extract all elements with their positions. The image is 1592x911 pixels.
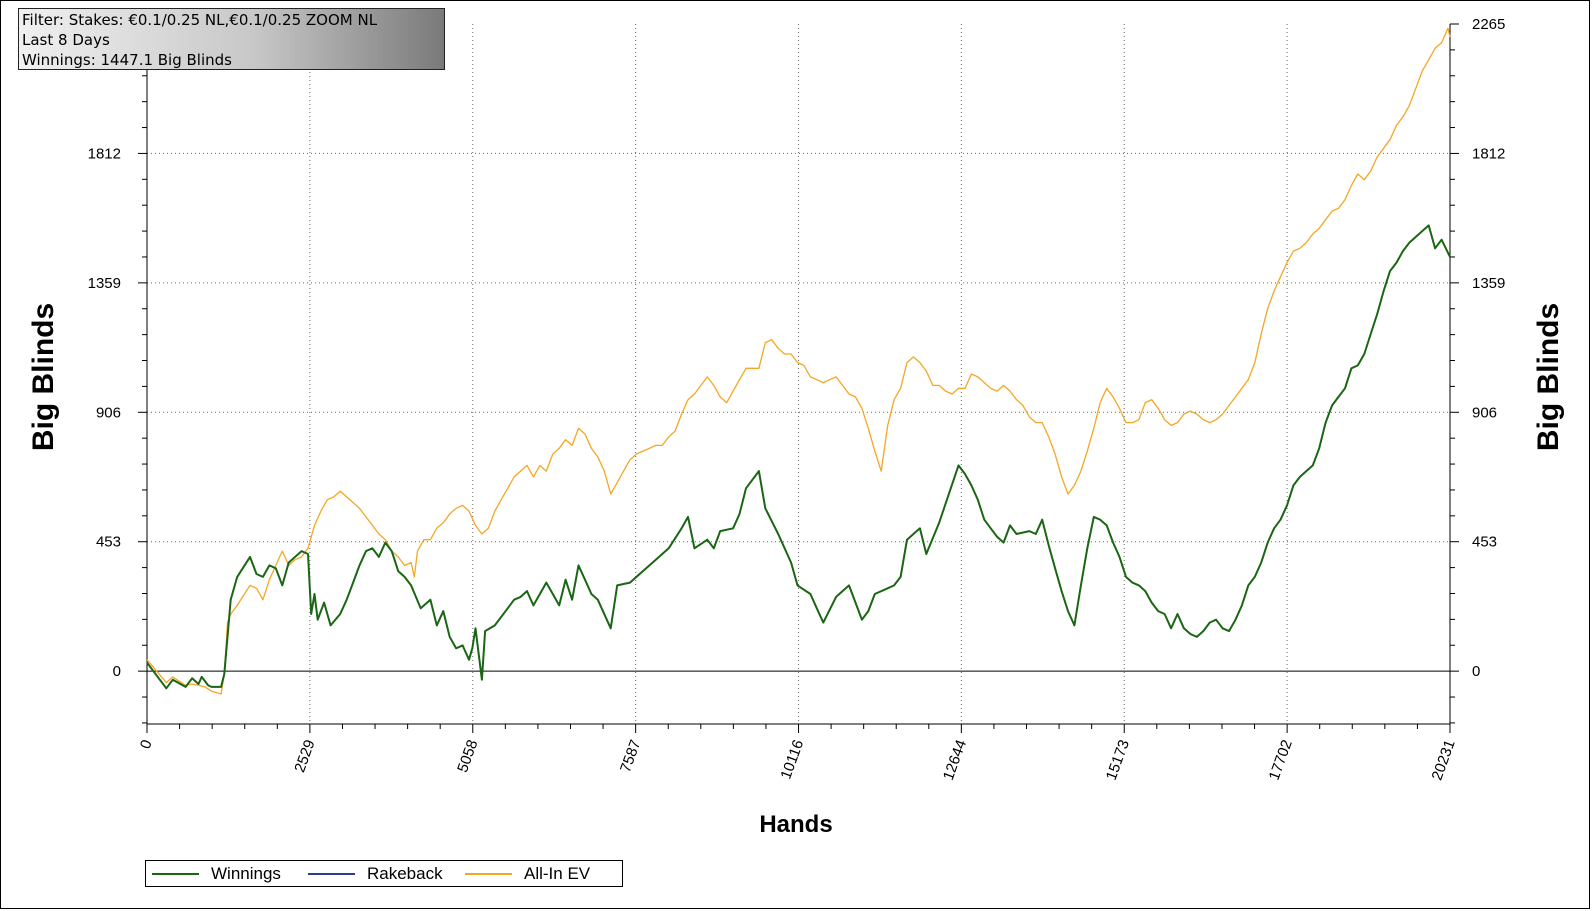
y-axis-title-right: Big Blinds — [1532, 303, 1565, 451]
x-tick-label: 2529 — [291, 738, 318, 775]
legend-item-winnings: Winnings — [152, 863, 281, 885]
legend-label-allin-ev: All-In EV — [524, 864, 591, 883]
x-tick-label: 0 — [137, 738, 156, 752]
x-tick-label: 12644 — [940, 738, 970, 783]
y-tick-label-left: 1359 — [88, 275, 121, 292]
chart-legend: Winnings Rakeback All-In EV — [145, 860, 623, 887]
series-line-all-in-ev — [146, 27, 1451, 695]
series-line-winnings — [146, 224, 1451, 690]
y-tick-label-left: 453 — [96, 534, 121, 551]
y-axis-title-left: Big Blinds — [27, 303, 60, 451]
legend-item-rakeback: Rakeback — [308, 863, 443, 885]
x-tick-label: 7587 — [617, 738, 644, 775]
series-layer — [146, 27, 1451, 695]
filter-text: Filter: Stakes: €0.1/0.25 NL,€0.1/0.25 Z… — [22, 11, 378, 29]
y-tick-label-right: 2265 — [1472, 16, 1505, 33]
y-tick-label-left: 906 — [96, 404, 121, 421]
x-tick-label: 10116 — [777, 738, 807, 782]
x-tick-label: 20231 — [1429, 738, 1459, 783]
period-text: Last 8 Days — [22, 31, 110, 49]
grid-layer — [147, 24, 1451, 724]
y-tick-label-right: 906 — [1472, 404, 1497, 421]
x-tick-label: 17702 — [1266, 738, 1296, 783]
y-tick-label-right: 1359 — [1472, 275, 1505, 292]
y-tick-label-left: 1812 — [88, 145, 121, 162]
y-tick-label-right: 453 — [1472, 534, 1497, 551]
y-tick-label-right: 0 — [1472, 663, 1480, 680]
legend-swatch-allin-ev — [465, 873, 512, 875]
y-tick-label-left: 0 — [113, 663, 121, 680]
legend-label-winnings: Winnings — [211, 864, 281, 883]
winnings-total-text: Winnings: 1447.1 Big Blinds — [22, 51, 232, 69]
legend-label-rakeback: Rakeback — [367, 864, 443, 883]
legend-item-allin-ev: All-In EV — [465, 863, 590, 885]
filter-info-box: Filter: Stakes: €0.1/0.25 NL,€0.1/0.25 Z… — [18, 8, 445, 70]
axes-layer: 0 2529 5058 7587 10116 12644 15173 17702 20231 0 0… — [88, 16, 1506, 783]
x-axis-title: Hands — [759, 811, 832, 838]
x-tick-label: 5058 — [454, 738, 481, 775]
y-tick-label-right: 1812 — [1472, 145, 1505, 162]
x-tick-label: 15173 — [1103, 738, 1133, 783]
legend-swatch-winnings — [152, 873, 199, 875]
legend-swatch-rakeback — [308, 873, 355, 875]
